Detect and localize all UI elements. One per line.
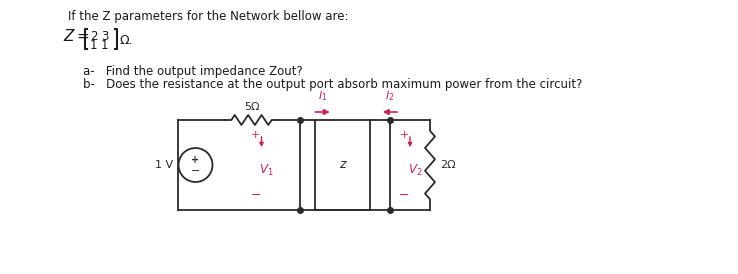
Text: 2Ω: 2Ω [440,160,455,170]
Text: −: − [191,166,200,176]
Text: +: + [251,130,261,140]
Text: $I_2$: $I_2$ [385,89,395,103]
Text: 1: 1 [101,39,108,52]
Text: +: + [191,155,199,165]
Text: −: − [250,189,261,202]
Text: $Z=$: $Z=$ [63,28,90,44]
Text: Ω.: Ω. [119,34,133,47]
Text: b-   Does the resistance at the output port absorb maximum power from the circui: b- Does the resistance at the output por… [83,78,582,91]
Text: $V_2$: $V_2$ [408,162,422,178]
Text: 5Ω: 5Ω [244,102,259,112]
Text: $I_1$: $I_1$ [318,89,327,103]
Text: 3: 3 [101,30,108,43]
Text: a-   Find the output impedance Zout?: a- Find the output impedance Zout? [83,65,303,78]
Text: 1: 1 [90,39,97,52]
Text: z: z [339,158,345,172]
Text: 1 V: 1 V [155,160,173,170]
Text: If the Z parameters for the Network bellow are:: If the Z parameters for the Network bell… [68,10,348,23]
Text: $V_1$: $V_1$ [259,162,274,178]
Bar [315,120,370,210]
Text: +: + [399,130,409,140]
Text: −: − [399,189,410,202]
Text: 2: 2 [90,30,97,43]
